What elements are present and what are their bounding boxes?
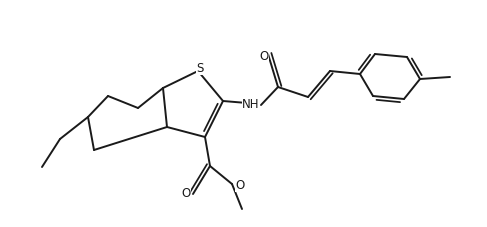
Text: S: S — [196, 62, 204, 75]
Text: O: O — [235, 179, 244, 192]
Text: NH: NH — [242, 98, 260, 111]
Text: O: O — [181, 187, 190, 200]
Text: O: O — [260, 49, 269, 62]
